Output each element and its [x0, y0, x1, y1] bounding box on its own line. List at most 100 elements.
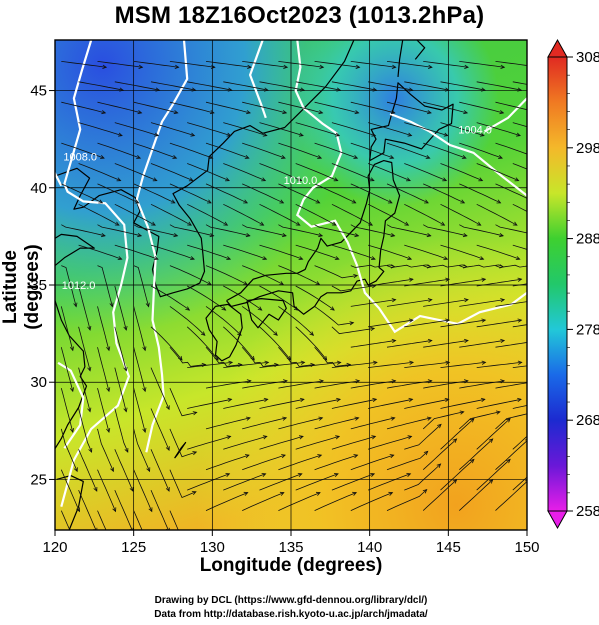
- streamline: [150, 285, 190, 311]
- streamline: [169, 387, 197, 417]
- streamline: [314, 380, 360, 389]
- streamline-arrow: [427, 64, 433, 69]
- y-axis-label: Latitude (degrees): [0, 244, 43, 330]
- streamline-arrow: [116, 177, 122, 182]
- streamline-arrow: [259, 221, 265, 226]
- streamline: [259, 362, 305, 368]
- coastline-segment: [55, 40, 355, 298]
- streamline: [114, 81, 160, 91]
- streamline-arrow: [452, 438, 458, 443]
- streamline: [367, 163, 411, 181]
- streamline-arrow: [506, 458, 511, 464]
- streamline-arrow: [370, 326, 376, 332]
- streamline: [278, 417, 323, 430]
- streamline: [187, 362, 233, 368]
- streamline-arrow: [480, 397, 486, 403]
- streamline-arrow: [293, 306, 299, 311]
- streamline-arrow: [498, 155, 503, 159]
- colorbar-tick-label: 278: [576, 321, 599, 338]
- streamline: [331, 163, 375, 181]
- colorbar-tick-label: 308: [576, 49, 599, 66]
- streamline-arrow: [408, 277, 414, 282]
- streamline-arrow: [330, 306, 335, 311]
- streamline: [259, 203, 300, 226]
- streamline-arrow: [335, 132, 341, 137]
- isobar-label: 1008.0: [63, 152, 97, 164]
- streamline: [223, 326, 255, 361]
- streamline: [150, 408, 170, 451]
- streamline: [278, 265, 320, 285]
- streamline-arrow: [469, 417, 475, 423]
- streamline: [295, 473, 339, 491]
- streamline: [169, 101, 214, 114]
- streamline-arrow: [297, 473, 303, 477]
- streamline: [223, 473, 266, 491]
- streamline: [187, 244, 231, 260]
- streamline: [169, 469, 197, 499]
- streamline-arrow: [437, 423, 442, 429]
- streamline-arrow: [225, 177, 230, 182]
- credit-drawing: Drawing by DCL (https://www.gfd-dennou.o…: [154, 595, 428, 606]
- streamline: [423, 340, 469, 348]
- streamline: [241, 306, 278, 336]
- streamline-arrow: [244, 454, 250, 459]
- streamline-arrow: [142, 428, 147, 433]
- isobar-contours: [55, 40, 527, 507]
- streamline-arrow: [88, 447, 93, 453]
- streamline: [476, 278, 522, 287]
- streamline: [367, 244, 412, 260]
- streamline: [242, 454, 286, 471]
- streamline-arrow: [226, 256, 232, 260]
- streamline: [223, 163, 266, 181]
- streamline: [404, 319, 450, 328]
- streamline: [422, 438, 457, 470]
- streamline: [169, 428, 197, 458]
- streamline-arrow: [243, 199, 249, 204]
- coastline-segment: [369, 82, 454, 162]
- streamline-arrow: [372, 87, 378, 92]
- streamline: [133, 61, 179, 68]
- streamline-arrow: [134, 199, 140, 204]
- streamline: [61, 101, 106, 114]
- streamline: [133, 183, 175, 204]
- streamline-arrow: [427, 379, 433, 384]
- streamline-arrow: [355, 379, 361, 384]
- streamline: [295, 163, 338, 181]
- streamline: [242, 492, 284, 511]
- streamline: [331, 122, 376, 136]
- streamline: [97, 101, 142, 114]
- streamline-arrow: [463, 338, 469, 344]
- credit-data: Data from http://database.rish.kyoto-u.a…: [154, 609, 428, 620]
- coastlines: [55, 40, 454, 530]
- streamline-arrow: [69, 346, 74, 352]
- streamline: [205, 306, 242, 336]
- streamline-arrow: [406, 473, 412, 477]
- streamline: [440, 244, 484, 260]
- streamline: [169, 183, 212, 204]
- streamline: [314, 142, 358, 159]
- streamline-arrow: [461, 155, 467, 159]
- streamline: [186, 326, 219, 361]
- streamline: [169, 224, 214, 237]
- streamline: [205, 183, 248, 204]
- streamline-arrow: [409, 360, 415, 365]
- streamline-arrow: [426, 232, 432, 238]
- streamline: [97, 347, 110, 392]
- streamline-arrow: [101, 232, 106, 238]
- streamline: [97, 265, 113, 307]
- streamline: [205, 61, 252, 68]
- streamline: [459, 101, 504, 114]
- streamline: [223, 285, 262, 311]
- streamline: [133, 265, 149, 307]
- streamline-arrow: [155, 87, 161, 92]
- streamline: [423, 299, 469, 307]
- streamline-arrow: [533, 200, 537, 203]
- streamline: [476, 122, 521, 136]
- streamline: [242, 101, 287, 114]
- streamline: [60, 510, 71, 530]
- streamline: [404, 362, 450, 368]
- streamline-arrow: [300, 87, 306, 92]
- streamline-arrow: [282, 379, 288, 384]
- streamline: [295, 436, 340, 450]
- streamline-arrow: [263, 87, 269, 92]
